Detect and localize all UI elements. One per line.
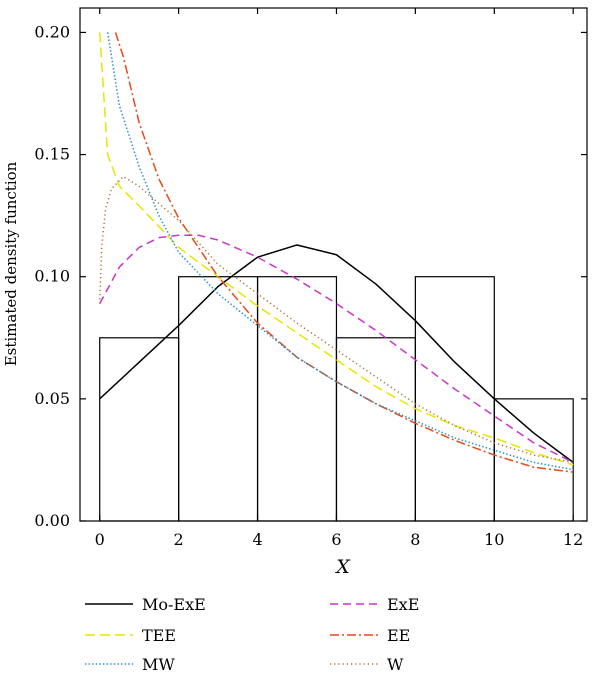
legend-label: ExE [387,595,419,614]
series-lines [98,32,574,473]
y-tick-label: 0.10 [34,267,70,286]
y-tick-label: 0.20 [34,22,70,41]
plot-frame [79,7,588,522]
x-tick-label: 6 [331,530,341,549]
histogram-bar [493,398,574,522]
histogram-bar [414,276,495,522]
y-tick-label: 0.00 [34,511,70,530]
x-tick-label: 0 [95,530,105,549]
x-tick-label: 2 [174,530,184,549]
legend-label: Mo-ExE [142,595,206,614]
series-line-tee [98,32,574,466]
series-line-mo-exe [99,244,574,463]
histogram [99,276,574,522]
legend-label: W [387,655,404,671]
axis-ticks: 0 2 4 6 8 10 12 0.00 0.05 0.10 0.15 0.20 [34,8,587,549]
legend-label: MW [142,655,175,671]
histogram-bar [99,337,180,522]
x-tick-label: 12 [563,530,583,549]
y-tick-label: 0.15 [34,145,70,164]
y-axis-label: Estimated density function [2,161,20,366]
legend-label: TEE [142,626,176,645]
histogram-bar [335,337,416,522]
y-tick-label: 0.05 [34,389,70,408]
x-tick-label: 4 [252,530,262,549]
legend: Mo-ExE ExE TEE EE MW W [85,595,419,674]
series-line-mw [106,32,574,471]
series-line-exe [99,234,574,464]
x-tick-label: 10 [484,530,504,549]
x-tick-label: 8 [410,530,420,549]
x-axis-label: X [334,556,351,578]
series-line-ee [114,32,574,473]
legend-label: EE [387,626,410,645]
